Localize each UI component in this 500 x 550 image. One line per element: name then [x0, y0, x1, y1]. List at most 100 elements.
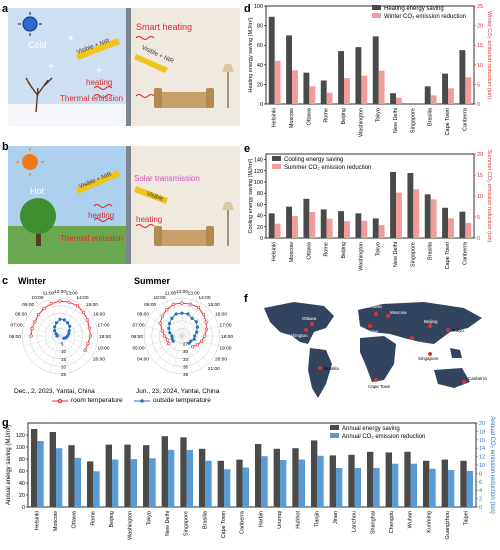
chart-g-y2tick-label: 20 — [479, 421, 485, 427]
chart-d-category-label: Tokyo — [376, 108, 382, 122]
polar-summer-series-point-0 — [167, 341, 171, 346]
polar-summer-series-point-0 — [201, 312, 206, 317]
chart-d-y2tick-label: 15 — [477, 43, 483, 49]
chart-d-bar-primary — [320, 80, 327, 104]
chart-e-legend-swatch-primary — [272, 156, 281, 161]
chart-d-bar-secondary — [430, 95, 437, 104]
polar-summer-r-tick-label: 33 — [183, 357, 189, 362]
chart-g-bar-secondary — [354, 467, 362, 507]
chart-e-bar-primary — [372, 218, 379, 238]
chart-e-category-label: Beijing — [341, 242, 347, 259]
heating-label-b1: heating — [88, 211, 115, 220]
chart-g-bar-secondary — [186, 449, 194, 507]
chart-e-category-label: Rome — [324, 242, 330, 257]
chart-g-bar-secondary — [429, 468, 436, 507]
polar-winter-series-point-1 — [62, 336, 66, 340]
chart-d-bar-secondary — [292, 70, 298, 104]
chart-d-bar-primary — [390, 93, 396, 104]
polar-summer-grid-spoke — [181, 335, 210, 364]
chart-d-bar-secondary — [361, 75, 368, 104]
polar-summer-series-point-0 — [165, 338, 169, 342]
chart-g-category-label: Shanghai — [370, 511, 376, 534]
polar-winter-r-tick-label: 20 — [61, 364, 67, 369]
chart-g-bar-primary — [385, 452, 392, 507]
chart-g-y2tick-label: 2 — [479, 497, 482, 503]
chart-e-bar-primary — [320, 209, 327, 238]
panel-f-letter: f — [244, 293, 248, 305]
chart-d-bar-secondary — [465, 77, 472, 104]
chart-g-ytick-label: 60 — [19, 469, 25, 475]
chart-g-category-label: Huhhot — [296, 511, 302, 529]
chart-d-category-label: Singapore — [410, 108, 416, 133]
chart-g-y2tick-label: 16 — [479, 438, 485, 444]
polar-winter-grid-spoke — [23, 326, 61, 337]
polar-summer-hour-label: 16:00 — [215, 312, 227, 318]
chart-g-bar-primary — [254, 444, 262, 507]
polar-winter-series-point-0 — [67, 300, 71, 304]
smart-heating-label: Smart heating — [136, 22, 193, 32]
chart-g-bar-primary — [310, 440, 318, 507]
polar-summer-series-point-0 — [162, 334, 166, 338]
chart-d-category-label: New Delhi — [393, 108, 399, 133]
chart-e-category-label: Canberra — [462, 241, 468, 265]
chart-g-ytick-label: 40 — [19, 481, 25, 487]
chart-e-ytick-label: 20 — [257, 225, 263, 231]
polar-winter-series-point-1 — [67, 329, 71, 333]
polar-summer-hour-label: 08:00 — [137, 312, 149, 318]
polar-summer-series-point-1 — [170, 316, 174, 321]
chart-g-bar-primary — [142, 445, 150, 507]
chart-g-category-label: Harbin — [258, 511, 264, 527]
polar-summer-hour-label: 09:00 — [144, 302, 156, 308]
polar-winter-hour-label: 15:00 — [86, 302, 98, 308]
polar-winter-series-point-0 — [29, 334, 33, 338]
chart-e-bar-primary — [442, 207, 448, 238]
city-label-rome: Rome — [366, 329, 379, 334]
polar-summer-series-point-1 — [167, 326, 171, 331]
chart-g-category-label: Tianjin — [314, 511, 320, 527]
chart-g-category-label: Canberra — [240, 510, 246, 534]
polar-winter-grid-spoke — [32, 335, 61, 364]
chart-e-y2tick-label: 10 — [477, 194, 483, 200]
polar-summer-grid-spoke — [181, 335, 192, 373]
polar-summer-hour-label: 19:00 — [219, 346, 231, 352]
chart-g-bar-secondary — [130, 459, 138, 507]
chart-g-bar-primary — [236, 459, 243, 507]
chart-g-legend-label-secondary: Annual CO₂ emission reduction — [342, 434, 425, 440]
green-tree-icon — [20, 198, 56, 246]
chart-g-category-label: Guangzhou — [445, 511, 451, 539]
polar-winter-hour-label: 11:00 — [43, 291, 55, 297]
polar-summer-grid-spoke — [172, 335, 183, 373]
chart-g-bar-secondary — [466, 470, 474, 507]
polar-summer-series-point-1 — [170, 336, 174, 341]
polar-winter-grid-spoke — [59, 335, 80, 369]
chart-e-bar-primary — [286, 206, 292, 238]
chart-d-y2tick-label: 0 — [477, 102, 480, 108]
chart-g-bar-primary — [198, 448, 206, 507]
polar-summer-grid-spoke — [145, 335, 183, 346]
chart-e-legend-label-secondary: Summer CO₂ emission reduction — [284, 165, 371, 171]
legend-room-label: room temperature — [71, 397, 123, 404]
chart-e-bar-primary — [407, 173, 414, 238]
chart-d-bar-secondary — [378, 70, 385, 104]
chart-d-bar-primary — [338, 51, 344, 104]
heating-label-a: heating — [86, 78, 113, 87]
chart-e-category-label: Tokyo — [376, 242, 382, 256]
polar-winter-series-point-1 — [62, 318, 66, 322]
chart-e-y2tick-label: 0 — [477, 236, 480, 242]
polar-summer-hour-label: 14:00 — [198, 295, 210, 301]
polar-winter-series-point-1 — [65, 321, 70, 325]
chart-e-category-label: Washington — [358, 242, 364, 271]
hot-sun-icon — [16, 148, 44, 176]
polar-summer-r-tick-label: 30 — [183, 349, 189, 354]
polar-winter-grid-spoke — [23, 335, 61, 346]
chart-d-legend-label-secondary: Winter CO₂ emission reduction — [384, 14, 466, 20]
chart-e-bar-secondary — [430, 199, 437, 238]
chart-d-category-label: Helsinki — [272, 108, 278, 127]
chart-e-y2tick-label: 20 — [477, 152, 483, 158]
polar-winter-series-point-1 — [53, 325, 57, 329]
polar-winter-grid-spoke — [50, 335, 61, 373]
chart-d-category-label: Beijing — [341, 108, 347, 125]
chart-g-ytick-label: 0 — [22, 505, 25, 511]
chart-d-y2label: Winter CO₂ emission reduction (ton) — [486, 11, 492, 99]
